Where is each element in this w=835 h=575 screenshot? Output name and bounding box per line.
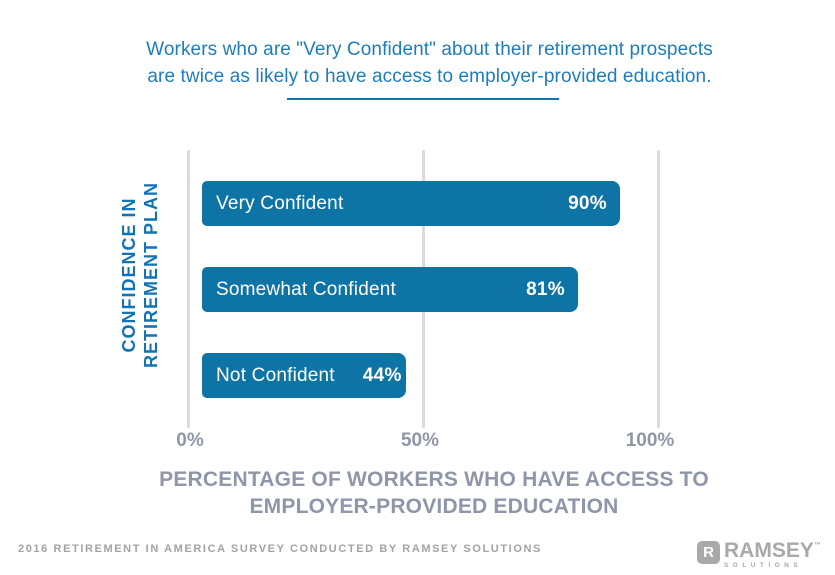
bar-very-confident: Very Confident 90% [202,181,620,226]
x-tick-0: 0% [176,430,204,451]
ramsey-r-badge-icon: R [697,541,720,564]
x-tick-50: 50% [400,430,440,451]
bar-value-label: 44% [362,364,402,386]
ramsey-solutions-logo: R RAMSEY™ SOLUTIONS [697,539,821,569]
y-axis-label-line2: RETIREMENT PLAN [141,182,161,368]
x-axis-title-line1: PERCENTAGE OF WORKERS WHO HAVE ACCESS TO [159,468,709,491]
bar-category-label: Somewhat Confident [216,278,396,300]
gridline-0-percent [187,150,190,428]
title-underline [287,98,559,100]
logo-text: RAMSEY™ SOLUTIONS [724,539,821,569]
x-axis-title-line2: EMPLOYER-PROVIDED EDUCATION [249,495,619,518]
chart-title-line2: are twice as likely to have access to em… [147,66,712,87]
chart-title-line1: Workers who are "Very Confident" about t… [146,39,713,60]
gridline-100-percent [657,150,660,428]
bar-value-label: 81% [526,278,565,300]
logo-name: RAMSEY™ [724,539,821,562]
chart-title: Workers who are "Very Confident" about t… [12,36,835,90]
y-axis-label: CONFIDENCE IN RETIREMENT PLAN [118,182,162,368]
bar-category-label: Not Confident [216,364,335,386]
plot-area: Very Confident 90% Somewhat Confident 81… [187,150,660,428]
logo-name-text: RAMSEY [724,539,814,562]
bar-somewhat-confident: Somewhat Confident 81% [202,267,578,312]
bar-not-confident: Not Confident 44% [202,353,406,398]
trademark-symbol: ™ [813,542,821,549]
bar-value-label: 90% [568,192,607,214]
x-tick-100: 100% [625,430,675,451]
bar-category-label: Very Confident [216,192,344,214]
logo-subtitle: SOLUTIONS [724,562,803,569]
y-axis-label-line1: CONFIDENCE IN [119,197,139,353]
source-attribution: 2016 RETIREMENT IN AMERICA SURVEY CONDUC… [18,543,542,555]
x-axis-title: PERCENTAGE OF WORKERS WHO HAVE ACCESS TO… [84,466,784,520]
